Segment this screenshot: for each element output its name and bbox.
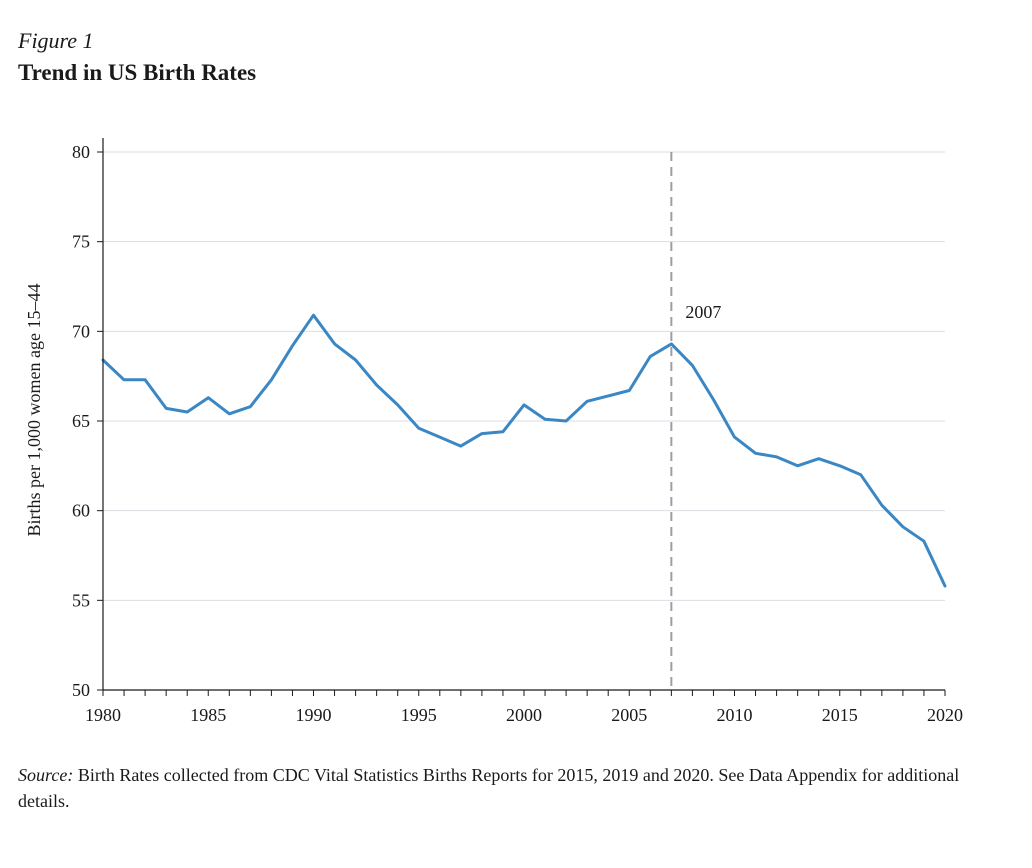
vline-label-2007: 2007 (685, 302, 721, 322)
series-line-0 (101, 313, 947, 588)
x-tick-label-2015: 2015 (822, 705, 858, 725)
annotation-vline: 2007 (670, 152, 721, 690)
y-tick-label-60: 60 (72, 501, 90, 521)
x-tick-label-2010: 2010 (717, 705, 753, 725)
figure-label: Figure 1 (18, 28, 94, 53)
y-tick-labels: 50 55 60 65 70 75 80 (72, 142, 90, 700)
series-group (101, 313, 947, 588)
source-text: Birth Rates collected from CDC Vital Sta… (18, 765, 960, 811)
figure-title: Trend in US Birth Rates (18, 60, 257, 85)
y-tick-label-50: 50 (72, 680, 90, 700)
x-tick-label-2000: 2000 (506, 705, 542, 725)
x-tick-label-2005: 2005 (611, 705, 647, 725)
y-tick-label-65: 65 (72, 411, 90, 431)
x-tick-label-1990: 1990 (296, 705, 332, 725)
y-tick-label-80: 80 (72, 142, 90, 162)
axes (97, 138, 946, 696)
x-tick-label-1995: 1995 (401, 705, 437, 725)
x-tick-label-2020: 2020 (927, 705, 963, 725)
y-tick-label-55: 55 (72, 590, 90, 610)
source-label: Source: (18, 765, 74, 785)
gridlines (103, 151, 945, 601)
x-tick-label-1980: 1980 (85, 705, 121, 725)
y-tick-label-75: 75 (72, 232, 90, 252)
x-tick-labels: 1980 1985 1990 1995 2000 2005 2010 2015 2020 (85, 705, 963, 725)
source-note: Source: Birth Rates collected from CDC V… (18, 762, 1008, 814)
y-axis-label: Births per 1,000 women age 15–44 (24, 284, 44, 537)
line-chart: 2007 50 55 60 65 70 75 80 1980 1985 1990 1995 2000… (24, 138, 963, 725)
x-tick-label-1985: 1985 (190, 705, 226, 725)
y-tick-label-70: 70 (72, 321, 90, 341)
